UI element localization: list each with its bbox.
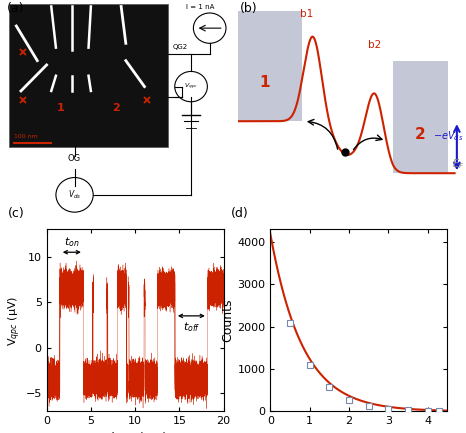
- Text: (c): (c): [7, 207, 24, 220]
- Text: $V_{qpc}$: $V_{qpc}$: [184, 81, 198, 92]
- Text: 2: 2: [113, 103, 120, 113]
- Text: $E_F$: $E_F$: [452, 157, 464, 171]
- Text: $-eV_{ds}$: $-eV_{ds}$: [433, 129, 464, 143]
- Text: (b): (b): [240, 2, 258, 15]
- Circle shape: [175, 71, 207, 102]
- Text: 1: 1: [57, 103, 64, 113]
- Y-axis label: Counts: Counts: [221, 299, 234, 342]
- X-axis label: Time (ms): Time (ms): [103, 432, 167, 433]
- Text: b1: b1: [300, 10, 313, 19]
- Text: $V_{ds}$: $V_{ds}$: [68, 189, 81, 201]
- Y-axis label: V$_{qpc}$ (μV): V$_{qpc}$ (μV): [6, 295, 22, 346]
- Text: 1: 1: [260, 75, 270, 90]
- Text: 100 nm: 100 nm: [14, 133, 38, 139]
- Circle shape: [193, 13, 226, 43]
- Text: OG: OG: [68, 154, 81, 162]
- Text: $t_{on}$: $t_{on}$: [64, 236, 80, 249]
- Text: (d): (d): [231, 207, 249, 220]
- Text: b2: b2: [368, 40, 381, 50]
- Circle shape: [56, 178, 93, 212]
- Text: (a): (a): [7, 2, 25, 15]
- Text: 2: 2: [415, 127, 426, 142]
- Polygon shape: [238, 11, 302, 121]
- Text: I = 1 nA: I = 1 nA: [186, 4, 214, 10]
- Polygon shape: [393, 61, 448, 173]
- X-axis label: t$_{on}$ (ms): t$_{on}$ (ms): [334, 432, 384, 433]
- Text: $t_{off}$: $t_{off}$: [183, 320, 200, 334]
- FancyBboxPatch shape: [9, 4, 168, 147]
- Text: QG2: QG2: [172, 44, 187, 50]
